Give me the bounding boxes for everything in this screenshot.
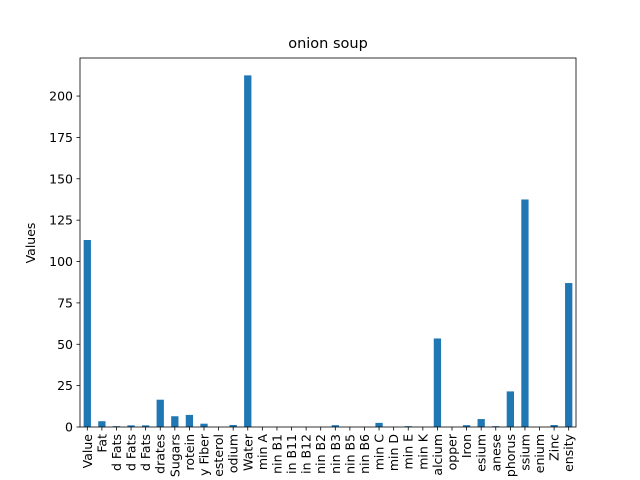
y-tick-label: 75	[57, 295, 73, 310]
bar	[404, 426, 412, 427]
x-tick-label: Water	[240, 433, 255, 471]
bar	[462, 425, 471, 427]
x-tick-label: nin B5	[342, 434, 357, 474]
y-tick-label: 200	[49, 89, 73, 104]
x-axis-ticks: Value Fat d Fats d Fats d Fats drates Sugars ro…	[80, 427, 576, 477]
x-tick-label: in B12	[299, 434, 314, 474]
x-tick-label: enium	[532, 434, 547, 473]
x-tick-label: nin B6	[357, 434, 372, 474]
bar	[98, 421, 106, 427]
chart-title: onion soup	[288, 36, 368, 52]
x-tick-label: ensity	[561, 433, 576, 471]
x-tick-label: esium	[474, 434, 489, 472]
bar	[156, 399, 164, 427]
y-tick-label: 125	[49, 213, 73, 228]
bar	[83, 240, 91, 427]
x-tick-label: Value	[80, 434, 95, 469]
x-tick-label: nin B3	[328, 434, 343, 474]
y-tick-label: 100	[49, 254, 73, 269]
x-tick-label: opper	[445, 433, 460, 470]
bar	[565, 283, 573, 427]
x-tick-label: nin B1	[269, 434, 284, 474]
x-tick-label: anese	[488, 434, 503, 472]
bar	[171, 416, 179, 427]
x-tick-label: in B11	[284, 434, 299, 474]
x-tick-label: nin B2	[313, 434, 328, 474]
x-tick-label: rotein	[182, 434, 197, 471]
y-tick-label: 25	[57, 378, 73, 393]
x-tick-label: alcium	[430, 434, 445, 476]
bar	[550, 425, 558, 427]
y-axis-ticks: 0 25 50 75 100 125 150 175 200	[49, 89, 80, 435]
y-tick-label: 150	[49, 171, 73, 186]
y-axis-label: Values	[23, 223, 38, 264]
bar	[477, 419, 485, 427]
x-tick-label: min K	[415, 433, 430, 470]
x-tick-label: min A	[255, 434, 270, 471]
x-tick-label: d Fats	[124, 434, 139, 471]
x-tick-label: Zinc	[547, 434, 562, 461]
bar	[200, 423, 208, 427]
x-tick-label: min E	[401, 434, 416, 470]
bar	[433, 338, 442, 427]
y-tick-label: 50	[57, 337, 73, 352]
x-tick-label: drates	[153, 434, 168, 474]
bar	[244, 75, 252, 428]
x-tick-label: d Fats	[109, 434, 124, 471]
bars	[83, 75, 573, 428]
bar	[185, 414, 194, 427]
x-tick-label: Iron	[459, 434, 474, 458]
x-tick-label: min D	[386, 434, 401, 471]
x-tick-label: phorus	[503, 434, 518, 477]
plot-frame	[79, 57, 577, 428]
bar	[229, 425, 237, 427]
bar	[492, 426, 500, 427]
bar	[375, 422, 383, 427]
bar	[521, 199, 529, 427]
bar	[331, 425, 339, 427]
bar	[127, 425, 135, 427]
x-tick-label: ssium	[517, 434, 532, 471]
x-tick-label: d Fats	[138, 434, 153, 471]
x-tick-label: odium	[226, 434, 241, 473]
y-tick-label: 0	[65, 420, 73, 435]
bar	[142, 425, 150, 427]
x-tick-label: Sugars	[167, 434, 182, 477]
x-tick-label: esterol	[211, 434, 226, 477]
x-tick-label: Fat	[94, 434, 109, 453]
bar	[112, 426, 121, 427]
x-tick-label: y Fiber	[197, 433, 212, 476]
y-tick-label: 175	[49, 130, 73, 145]
x-tick-label: min C	[372, 434, 387, 471]
bar	[506, 391, 514, 427]
